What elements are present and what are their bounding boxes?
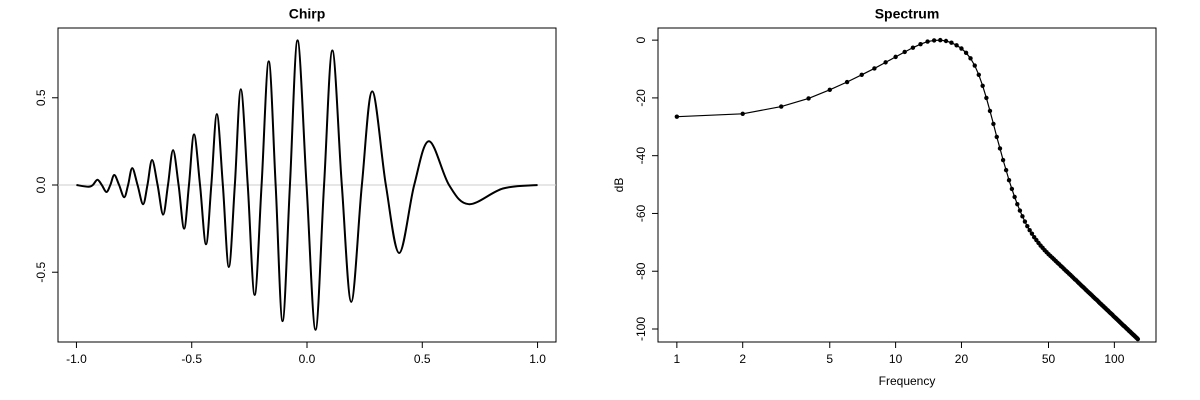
data-line (76, 39, 538, 331)
x-tick-label: 5 (826, 352, 833, 366)
data-point (893, 54, 898, 60)
data-point (984, 95, 989, 101)
data-point (976, 72, 981, 77)
x-tick-label: 1.0 (529, 352, 546, 366)
data-point (740, 111, 745, 116)
data-point (910, 45, 916, 50)
data-point (994, 134, 999, 140)
data-point (1027, 228, 1032, 233)
y-tick-label: -80 (634, 262, 648, 280)
data-point (1015, 202, 1020, 207)
data-point (1006, 178, 1012, 183)
data-point (1020, 214, 1025, 219)
y-tick-label: -20 (634, 89, 648, 107)
data-point (968, 56, 973, 61)
data-point (987, 108, 993, 114)
x-tick-label: 2 (739, 352, 746, 366)
data-line (676, 39, 1139, 340)
chart-title: Chirp (289, 6, 326, 22)
data-point (1025, 223, 1030, 229)
x-axis-label: Frequency (879, 374, 936, 388)
x-tick-label: 1 (674, 352, 681, 366)
data-point (1029, 231, 1035, 236)
data-point (859, 72, 864, 77)
data-point (1003, 167, 1009, 173)
data-point (844, 79, 850, 85)
y-tick-label: 0.5 (34, 89, 48, 106)
y-tick-label: -0.5 (34, 262, 48, 283)
data-point (902, 49, 907, 55)
data-point (1012, 194, 1017, 200)
data-point (972, 63, 977, 68)
x-tick-label: 0.0 (299, 352, 316, 366)
y-tick-label: -60 (634, 204, 648, 222)
data-point (949, 40, 954, 45)
data-point (1000, 157, 1006, 163)
plot-frame (657, 27, 1157, 343)
x-tick-label: 0.5 (414, 352, 431, 366)
x-tick-label: 100 (1104, 352, 1124, 366)
y-tick-label: -40 (634, 147, 648, 165)
data-point (883, 60, 888, 65)
x-tick-label: 10 (889, 352, 903, 366)
data-point (827, 87, 832, 93)
data-point (997, 146, 1003, 151)
data-point (1022, 219, 1028, 224)
data-point (918, 41, 923, 47)
y-tick-label: 0 (634, 36, 648, 43)
data-point (1017, 208, 1023, 213)
data-point (931, 38, 937, 43)
data-point (954, 43, 959, 48)
data-point (991, 121, 996, 127)
y-tick-label: 0.0 (34, 176, 48, 193)
data-point (1009, 186, 1015, 192)
data-point (1135, 336, 1141, 342)
data-point (963, 50, 969, 56)
y-tick-label: -100 (634, 317, 648, 341)
data-point (925, 39, 930, 44)
x-tick-label: 50 (1042, 352, 1056, 366)
data-point (779, 104, 784, 109)
chart-title: Spectrum (875, 6, 940, 22)
x-tick-label: -0.5 (181, 352, 202, 366)
data-point (938, 37, 943, 43)
data-point (959, 46, 964, 51)
x-tick-label: -1.0 (66, 352, 87, 366)
data-point (872, 66, 877, 71)
data-point (674, 114, 680, 119)
data-point (980, 83, 985, 88)
data-point (806, 96, 811, 101)
data-point (943, 38, 949, 44)
x-tick-label: 20 (955, 352, 969, 366)
y-axis-label: dB (612, 178, 626, 193)
